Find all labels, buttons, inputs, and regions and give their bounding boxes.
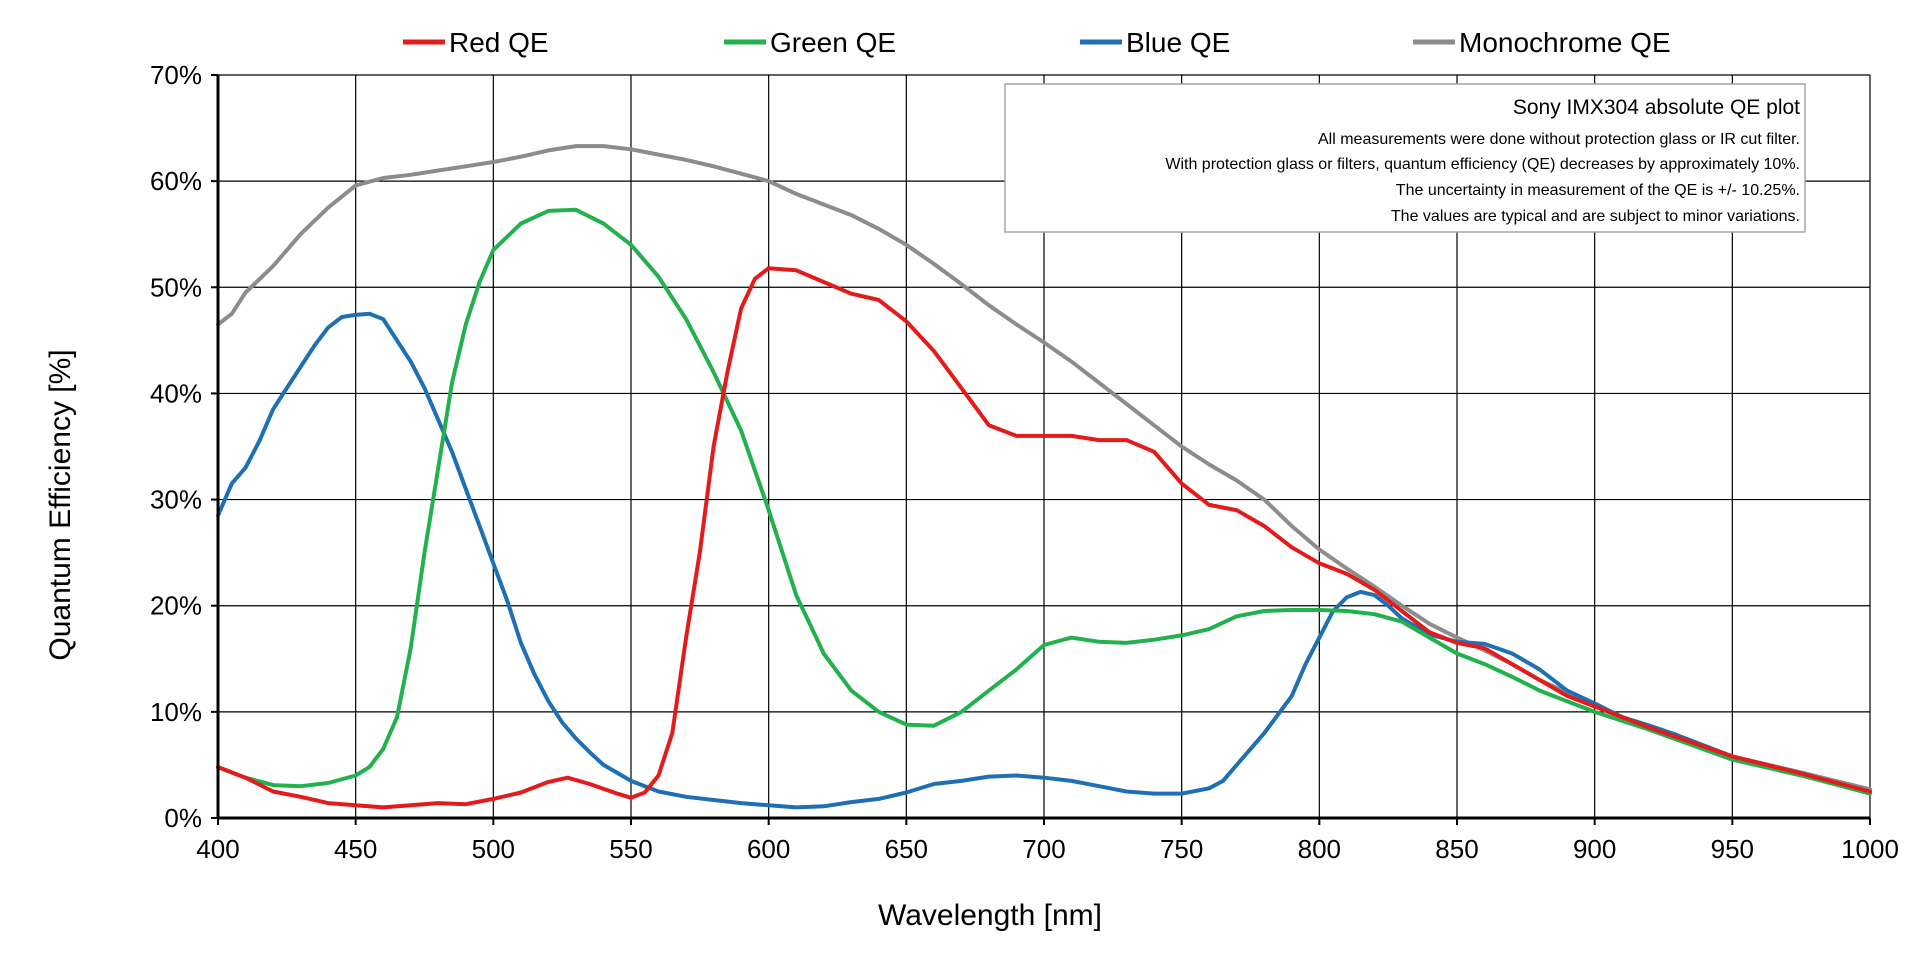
y-tick-label: 30%	[150, 485, 202, 515]
x-tick-label: 950	[1711, 834, 1754, 864]
x-tick-label: 500	[472, 834, 515, 864]
annotation-line-3: The uncertainty in measurement of the QE…	[1396, 182, 1800, 199]
x-tick-label: 650	[885, 834, 928, 864]
x-tick-label: 700	[1022, 834, 1065, 864]
x-tick-labels: 400 450 500 550 600 650 700 750 800 850 900 950 1000	[196, 834, 1899, 864]
legend-label-green-qe: Green QE	[770, 27, 896, 58]
x-tick-label: 600	[747, 834, 790, 864]
y-tick-label: 0%	[164, 803, 202, 833]
legend-label-blue-qe: Blue QE	[1126, 27, 1230, 58]
y-tick-label: 60%	[150, 166, 202, 196]
y-tick-label: 50%	[150, 272, 202, 302]
x-tick-label: 850	[1435, 834, 1478, 864]
x-tick-label: 750	[1160, 834, 1203, 864]
x-axis-title: Wavelength [nm]	[878, 899, 1102, 932]
x-tick-label: 1000	[1841, 834, 1899, 864]
x-tick-label: 450	[334, 834, 377, 864]
annotation-frame	[1004, 83, 1806, 233]
y-tick-label: 40%	[150, 378, 202, 408]
annotation-line-4: The values are typical and are subject t…	[1391, 208, 1800, 225]
y-axis-title: Quantum Efficiency [%]	[44, 349, 77, 660]
legend-label-red-qe: Red QE	[449, 27, 549, 58]
annotation-line-1: All measurements were done without prote…	[1318, 131, 1800, 148]
x-tick-label: 800	[1298, 834, 1341, 864]
y-tick-label: 10%	[150, 697, 202, 727]
annotation-box: Sony IMX304 absolute QE plot All measure…	[1004, 83, 1806, 233]
series-line-green-qe	[216, 207, 1872, 796]
series-line-red-qe	[216, 266, 1872, 810]
series-layer	[216, 144, 1872, 810]
y-tick-label: 20%	[150, 591, 202, 621]
axes	[211, 74, 1871, 825]
x-tick-label: 900	[1573, 834, 1616, 864]
annotation-line-2: With protection glass or filters, quantu…	[1165, 156, 1800, 173]
legend: Red QE Green QE Blue QE Monochrome QE	[403, 27, 1671, 58]
y-tick-labels: 0% 10% 20% 30% 40% 50% 60% 70%	[150, 60, 202, 833]
series-line-blue-qe	[216, 311, 1872, 810]
x-tick-label: 550	[609, 834, 652, 864]
series-line-monochrome-qe	[216, 144, 1872, 792]
legend-label-monochrome-qe: Monochrome QE	[1459, 27, 1671, 58]
y-tick-label: 70%	[150, 60, 202, 90]
x-tick-label: 400	[196, 834, 239, 864]
annotation-title: Sony IMX304 absolute QE plot	[1513, 96, 1800, 119]
